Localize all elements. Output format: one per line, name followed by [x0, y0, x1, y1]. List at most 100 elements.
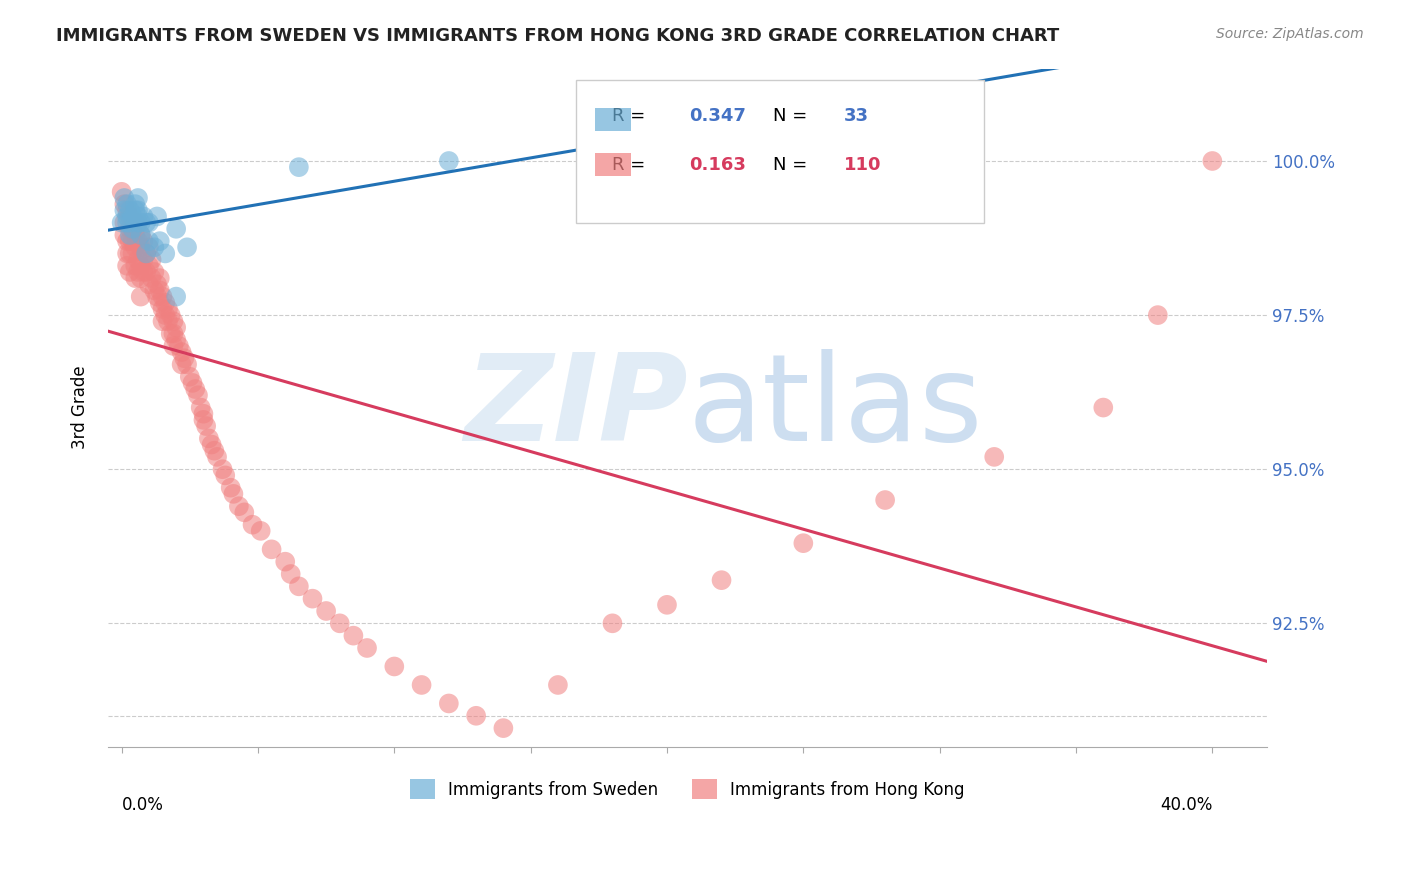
Text: 33: 33: [844, 107, 869, 125]
Immigrants from Hong Kong: [162, 326, 184, 341]
Text: 0.347: 0.347: [689, 107, 745, 125]
Immigrants from Hong Kong: [129, 271, 152, 285]
Immigrants from Hong Kong: [149, 284, 172, 298]
Immigrants from Hong Kong: [149, 271, 172, 285]
Immigrants from Sweden: [118, 227, 141, 242]
Immigrants from Hong Kong: [159, 326, 181, 341]
Immigrants from Sweden: [115, 210, 138, 224]
Immigrants from Sweden: [149, 234, 172, 248]
Text: ZIP: ZIP: [464, 349, 688, 466]
Immigrants from Hong Kong: [156, 314, 179, 328]
Immigrants from Sweden: [165, 221, 187, 235]
Immigrants from Hong Kong: [411, 678, 433, 692]
Immigrants from Hong Kong: [159, 308, 181, 322]
Immigrants from Hong Kong: [170, 345, 193, 359]
Immigrants from Hong Kong: [121, 246, 143, 260]
Text: R =: R =: [612, 107, 645, 125]
Immigrants from Hong Kong: [143, 284, 166, 298]
Immigrants from Sweden: [127, 203, 149, 218]
Immigrants from Sweden: [288, 160, 311, 174]
Immigrants from Sweden: [127, 210, 149, 224]
Immigrants from Hong Kong: [983, 450, 1005, 464]
Text: atlas: atlas: [688, 349, 983, 466]
Immigrants from Hong Kong: [124, 271, 146, 285]
Text: R =: R =: [612, 156, 645, 174]
Immigrants from Hong Kong: [152, 301, 174, 316]
Immigrants from Sweden: [155, 246, 177, 260]
Text: 110: 110: [844, 156, 882, 174]
Immigrants from Hong Kong: [111, 185, 134, 199]
Immigrants from Hong Kong: [115, 259, 138, 273]
Immigrants from Hong Kong: [193, 407, 215, 421]
Immigrants from Hong Kong: [202, 443, 225, 458]
Immigrants from Hong Kong: [124, 216, 146, 230]
Immigrants from Sweden: [138, 234, 160, 248]
Immigrants from Hong Kong: [176, 358, 198, 372]
Immigrants from Hong Kong: [1092, 401, 1115, 415]
Immigrants from Hong Kong: [156, 301, 179, 316]
Immigrants from Hong Kong: [792, 536, 814, 550]
Immigrants from Sweden: [124, 203, 146, 218]
Immigrants from Hong Kong: [315, 604, 337, 618]
Immigrants from Sweden: [437, 153, 460, 168]
Immigrants from Sweden: [115, 216, 138, 230]
Immigrants from Hong Kong: [129, 227, 152, 242]
Immigrants from Hong Kong: [1146, 308, 1168, 322]
Immigrants from Hong Kong: [201, 437, 224, 451]
Immigrants from Hong Kong: [301, 591, 323, 606]
Text: N =: N =: [773, 156, 807, 174]
Immigrants from Hong Kong: [124, 227, 146, 242]
Immigrants from Hong Kong: [127, 252, 149, 267]
Immigrants from Hong Kong: [127, 265, 149, 279]
Immigrants from Hong Kong: [465, 708, 488, 723]
Immigrants from Hong Kong: [214, 468, 236, 483]
Immigrants from Sweden: [118, 203, 141, 218]
Immigrants from Hong Kong: [181, 376, 204, 390]
Immigrants from Hong Kong: [132, 234, 155, 248]
Immigrants from Sweden: [115, 197, 138, 211]
Immigrants from Hong Kong: [121, 221, 143, 235]
Immigrants from Hong Kong: [118, 246, 141, 260]
Immigrants from Hong Kong: [205, 450, 228, 464]
Immigrants from Hong Kong: [129, 240, 152, 254]
Immigrants from Hong Kong: [124, 259, 146, 273]
Immigrants from Hong Kong: [138, 240, 160, 254]
Immigrants from Hong Kong: [115, 246, 138, 260]
Immigrants from Sweden: [112, 191, 135, 205]
Immigrants from Hong Kong: [233, 505, 256, 519]
Immigrants from Hong Kong: [129, 290, 152, 304]
Immigrants from Hong Kong: [162, 339, 184, 353]
Immigrants from Hong Kong: [167, 339, 190, 353]
Immigrants from Hong Kong: [342, 629, 364, 643]
Text: Source: ZipAtlas.com: Source: ZipAtlas.com: [1216, 27, 1364, 41]
Immigrants from Hong Kong: [190, 401, 212, 415]
Immigrants from Hong Kong: [141, 271, 163, 285]
Immigrants from Hong Kong: [288, 579, 311, 593]
Immigrants from Sweden: [129, 216, 152, 230]
Immigrants from Hong Kong: [115, 234, 138, 248]
Immigrants from Hong Kong: [132, 265, 155, 279]
Immigrants from Hong Kong: [382, 659, 405, 673]
Immigrants from Hong Kong: [710, 573, 733, 587]
Immigrants from Sweden: [165, 290, 187, 304]
Immigrants from Hong Kong: [195, 419, 218, 434]
Immigrants from Hong Kong: [170, 358, 193, 372]
Immigrants from Sweden: [121, 210, 143, 224]
Immigrants from Hong Kong: [115, 203, 138, 218]
Immigrants from Hong Kong: [118, 210, 141, 224]
Immigrants from Hong Kong: [112, 216, 135, 230]
Immigrants from Sweden: [135, 216, 157, 230]
Text: 40.0%: 40.0%: [1160, 796, 1212, 814]
Immigrants from Hong Kong: [155, 295, 177, 310]
Y-axis label: 3rd Grade: 3rd Grade: [72, 366, 89, 450]
Text: IMMIGRANTS FROM SWEDEN VS IMMIGRANTS FROM HONG KONG 3RD GRADE CORRELATION CHART: IMMIGRANTS FROM SWEDEN VS IMMIGRANTS FRO…: [56, 27, 1060, 45]
Immigrants from Sweden: [112, 203, 135, 218]
Immigrants from Hong Kong: [329, 616, 352, 631]
Immigrants from Sweden: [138, 216, 160, 230]
Immigrants from Hong Kong: [165, 333, 187, 347]
Immigrants from Hong Kong: [655, 598, 678, 612]
Immigrants from Hong Kong: [132, 252, 155, 267]
Immigrants from Hong Kong: [118, 221, 141, 235]
Immigrants from Hong Kong: [274, 555, 297, 569]
Immigrants from Hong Kong: [112, 227, 135, 242]
